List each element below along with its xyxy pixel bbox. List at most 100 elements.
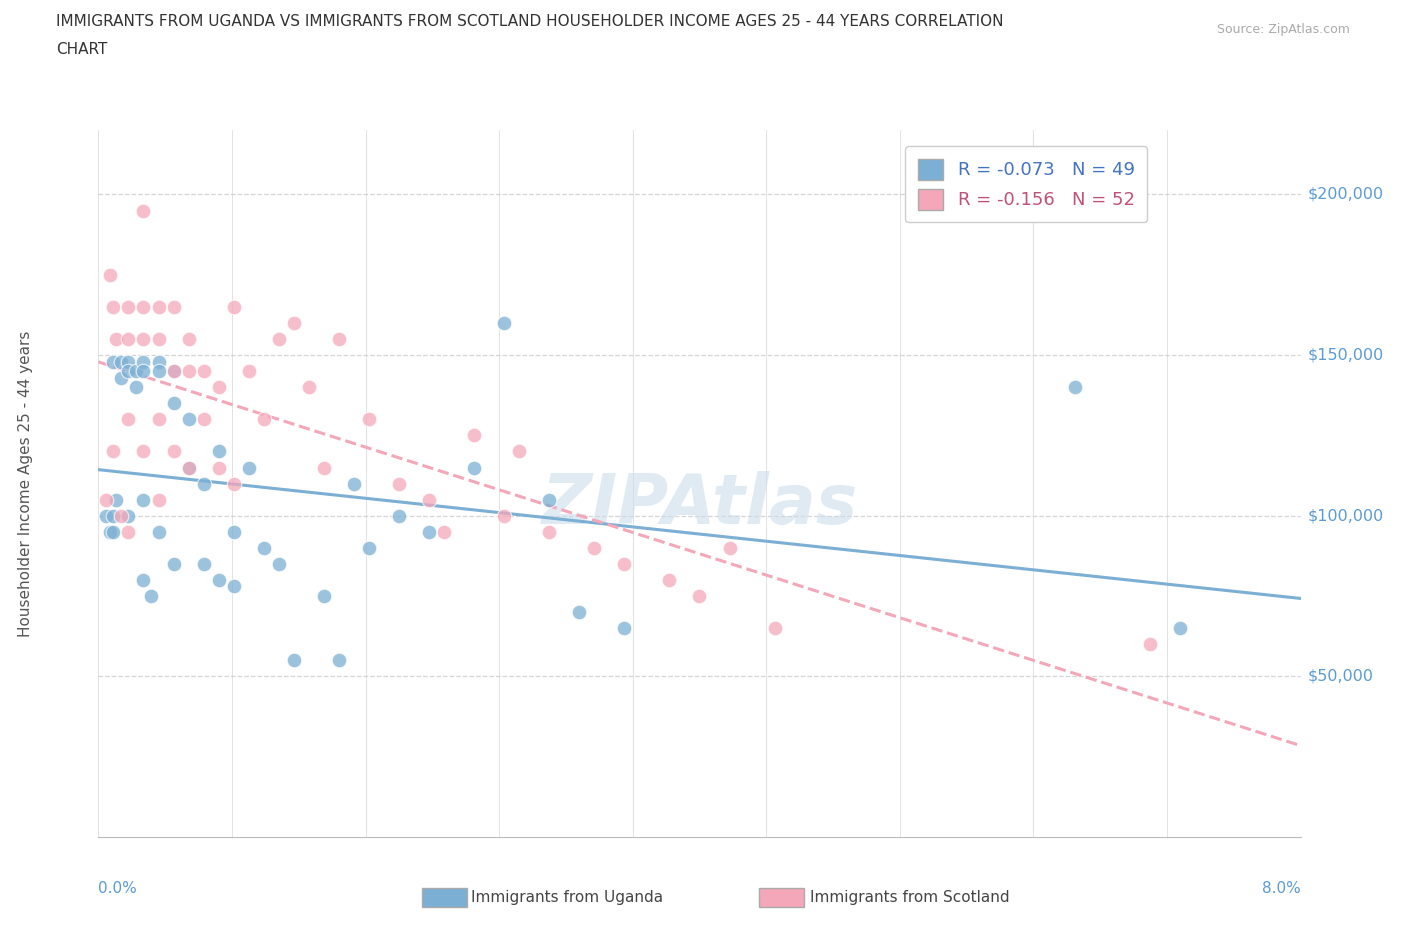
Point [132,203,155,218]
Point [132,354,155,369]
Point [132,332,155,347]
Point [110,370,132,385]
Point [193,412,215,427]
Point [538,525,561,539]
Point [177,364,200,379]
Point [222,476,245,491]
Point [312,589,335,604]
Point [148,364,170,379]
Point [132,364,155,379]
Point [238,364,260,379]
Point [253,412,276,427]
Point [613,620,636,635]
Text: Immigrants from Scotland: Immigrants from Scotland [810,890,1010,905]
Point [117,364,139,379]
Point [463,460,485,475]
Point [117,354,139,369]
Text: 8.0%: 8.0% [1261,881,1301,896]
Point [1139,637,1161,652]
Point [222,299,245,314]
Point [177,412,200,427]
Text: Immigrants from Uganda: Immigrants from Uganda [471,890,664,905]
Point [117,509,139,524]
Point [162,444,184,458]
Point [100,267,122,282]
Point [763,620,786,635]
Point [177,460,200,475]
Point [538,492,561,507]
Point [148,354,170,369]
Point [388,509,411,524]
Point [494,509,516,524]
Point [208,460,231,475]
Point [117,412,139,427]
Point [418,525,440,539]
Point [283,653,305,668]
Point [162,364,184,379]
Point [117,299,139,314]
Point [177,332,200,347]
Point [148,525,170,539]
Point [110,354,132,369]
Point [193,364,215,379]
Point [1064,379,1087,394]
Point [148,332,170,347]
Point [162,299,184,314]
Point [103,525,125,539]
Text: Householder Income Ages 25 - 44 years: Householder Income Ages 25 - 44 years [18,330,32,637]
Point [688,589,710,604]
Point [162,364,184,379]
Point [267,556,290,571]
Text: $150,000: $150,000 [1308,348,1384,363]
Point [105,492,128,507]
Point [103,354,125,369]
Point [117,332,139,347]
Point [508,444,530,458]
Point [208,573,231,588]
Point [193,556,215,571]
Point [222,579,245,594]
Point [125,379,148,394]
Point [148,492,170,507]
Point [100,525,122,539]
Point [105,332,128,347]
Point [328,332,350,347]
Point [328,653,350,668]
Point [125,364,148,379]
Point [494,315,516,330]
Point [463,428,485,443]
Point [238,460,260,475]
Point [568,604,591,619]
Point [177,460,200,475]
Point [283,315,305,330]
Point [94,509,117,524]
Point [148,412,170,427]
Legend: R = -0.073   N = 49, R = -0.156   N = 52: R = -0.073 N = 49, R = -0.156 N = 52 [905,146,1147,222]
Point [613,556,636,571]
Point [103,299,125,314]
Point [148,299,170,314]
Point [253,540,276,555]
Point [103,444,125,458]
Text: $100,000: $100,000 [1308,508,1384,524]
Text: $50,000: $50,000 [1308,669,1374,684]
Text: IMMIGRANTS FROM UGANDA VS IMMIGRANTS FROM SCOTLAND HOUSEHOLDER INCOME AGES 25 - : IMMIGRANTS FROM UGANDA VS IMMIGRANTS FRO… [56,14,1004,29]
Point [658,573,681,588]
Text: CHART: CHART [56,42,108,57]
Point [583,540,606,555]
Point [103,509,125,524]
Point [433,525,456,539]
Text: 0.0%: 0.0% [98,881,138,896]
Text: Source: ZipAtlas.com: Source: ZipAtlas.com [1216,23,1350,36]
Point [110,509,132,524]
Point [343,476,366,491]
Point [718,540,741,555]
Point [162,556,184,571]
Point [132,573,155,588]
Point [298,379,321,394]
Point [117,525,139,539]
Point [267,332,290,347]
Point [1168,620,1191,635]
Point [208,444,231,458]
Point [388,476,411,491]
